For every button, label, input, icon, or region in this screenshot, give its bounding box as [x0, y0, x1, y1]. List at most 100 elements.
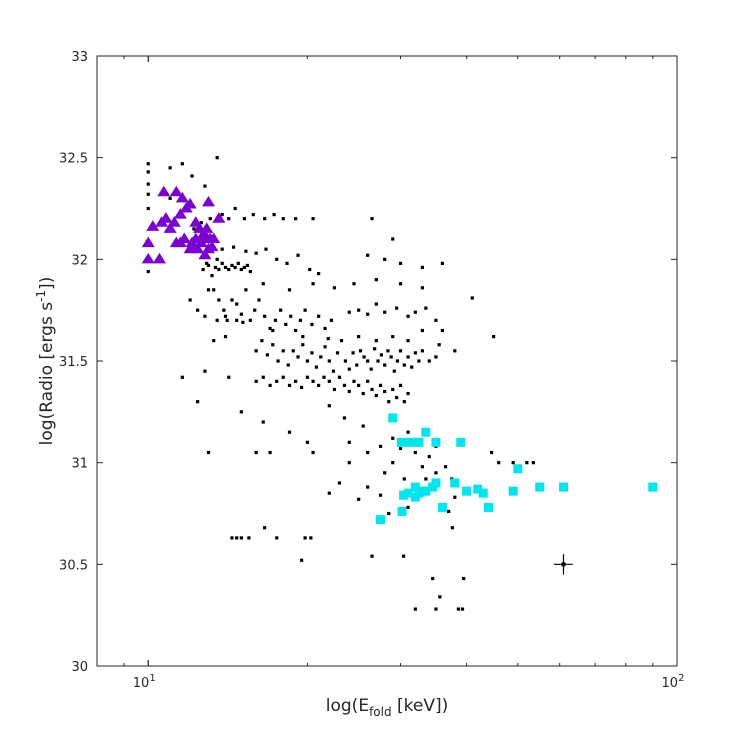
- data-point: [208, 217, 212, 221]
- series-triangle: [141, 185, 226, 264]
- data-point: [357, 383, 361, 387]
- data-point: [460, 607, 465, 611]
- data-point: [361, 424, 365, 428]
- data-point: [146, 170, 150, 174]
- error-bar: [553, 554, 573, 575]
- data-point: [263, 526, 267, 530]
- data-point: [489, 450, 494, 455]
- data-point: [323, 345, 327, 349]
- data-point: [222, 308, 226, 312]
- data-point-triangle: [167, 216, 181, 227]
- data-point: [427, 359, 431, 363]
- data-point: [511, 461, 515, 465]
- data-point: [406, 505, 410, 509]
- x-axis-title-rest: [keV]): [392, 696, 449, 716]
- data-point: [391, 436, 395, 440]
- data-point: [392, 369, 396, 373]
- data-point: [203, 369, 207, 373]
- data-point: [168, 196, 172, 200]
- data-point: [271, 328, 275, 333]
- data-point-square: [462, 486, 472, 496]
- data-point: [362, 355, 366, 359]
- data-point: [310, 351, 314, 355]
- data-point: [201, 267, 205, 272]
- data-point-triangle: [198, 248, 212, 260]
- data-point: [398, 446, 403, 451]
- data-point: [427, 454, 431, 459]
- data-point-square: [648, 482, 658, 492]
- data-point: [287, 430, 292, 434]
- data-point: [235, 302, 239, 306]
- data-point: [285, 261, 289, 265]
- data-point: [391, 387, 395, 392]
- data-point: [395, 359, 400, 363]
- data-point: [456, 607, 461, 611]
- data-point: [531, 461, 535, 465]
- data-point: [300, 385, 304, 390]
- data-point: [347, 367, 351, 371]
- data-point: [298, 318, 303, 322]
- data-point: [342, 383, 347, 387]
- data-point: [305, 375, 310, 379]
- data-point: [263, 314, 267, 318]
- data-point: [192, 227, 196, 231]
- x-axis-title: log(Efold [keV]): [326, 696, 448, 719]
- data-point: [230, 536, 234, 540]
- data-point-square: [513, 464, 523, 474]
- data-point: [420, 286, 425, 290]
- data-point: [462, 576, 466, 581]
- data-point-triangle: [152, 252, 166, 264]
- data-point: [231, 245, 236, 249]
- data-point-triangle: [205, 240, 219, 252]
- data-point: [205, 261, 209, 265]
- data-point-triangle: [187, 240, 201, 252]
- data-point: [366, 312, 370, 316]
- data-point: [370, 387, 374, 392]
- data-point: [327, 359, 331, 363]
- data-point: [347, 461, 351, 465]
- data-point: [309, 536, 313, 540]
- data-point: [374, 278, 378, 282]
- data-point: [217, 298, 221, 302]
- data-point: [242, 217, 246, 221]
- data-point: [275, 379, 279, 383]
- data-point: [230, 298, 234, 302]
- y-tick-label: 32: [71, 253, 88, 268]
- data-point: [424, 477, 428, 481]
- data-point: [213, 265, 218, 270]
- data-point: [417, 359, 421, 363]
- data-point: [261, 420, 265, 424]
- data-point: [225, 318, 229, 322]
- data-point: [311, 379, 315, 383]
- data-point: [391, 335, 395, 339]
- data-point: [281, 349, 285, 353]
- data-point: [284, 322, 288, 326]
- data-point-triangle: [201, 195, 215, 207]
- data-point: [387, 511, 391, 516]
- data-point-triangle: [163, 222, 177, 233]
- data-point: [497, 461, 501, 465]
- data-point: [379, 353, 383, 357]
- data-point: [233, 265, 237, 270]
- data-point: [236, 261, 240, 265]
- data-point: [326, 337, 330, 341]
- data-point: [203, 184, 207, 188]
- data-point: [327, 404, 331, 408]
- data-point: [378, 493, 383, 497]
- data-point-square: [431, 437, 441, 447]
- data-point: [413, 310, 417, 314]
- data-point: [233, 206, 237, 211]
- plot-area: [97, 56, 677, 666]
- data-point: [440, 328, 444, 333]
- data-point: [248, 318, 252, 322]
- data-point: [261, 282, 265, 286]
- data-point: [374, 393, 378, 398]
- data-point: [386, 349, 390, 353]
- data-point-triangle: [141, 236, 155, 248]
- data-point: [272, 213, 276, 217]
- data-point: [378, 444, 383, 448]
- data-point: [146, 206, 150, 211]
- data-point: [406, 355, 410, 359]
- data-point: [188, 298, 192, 302]
- data-point: [196, 400, 200, 404]
